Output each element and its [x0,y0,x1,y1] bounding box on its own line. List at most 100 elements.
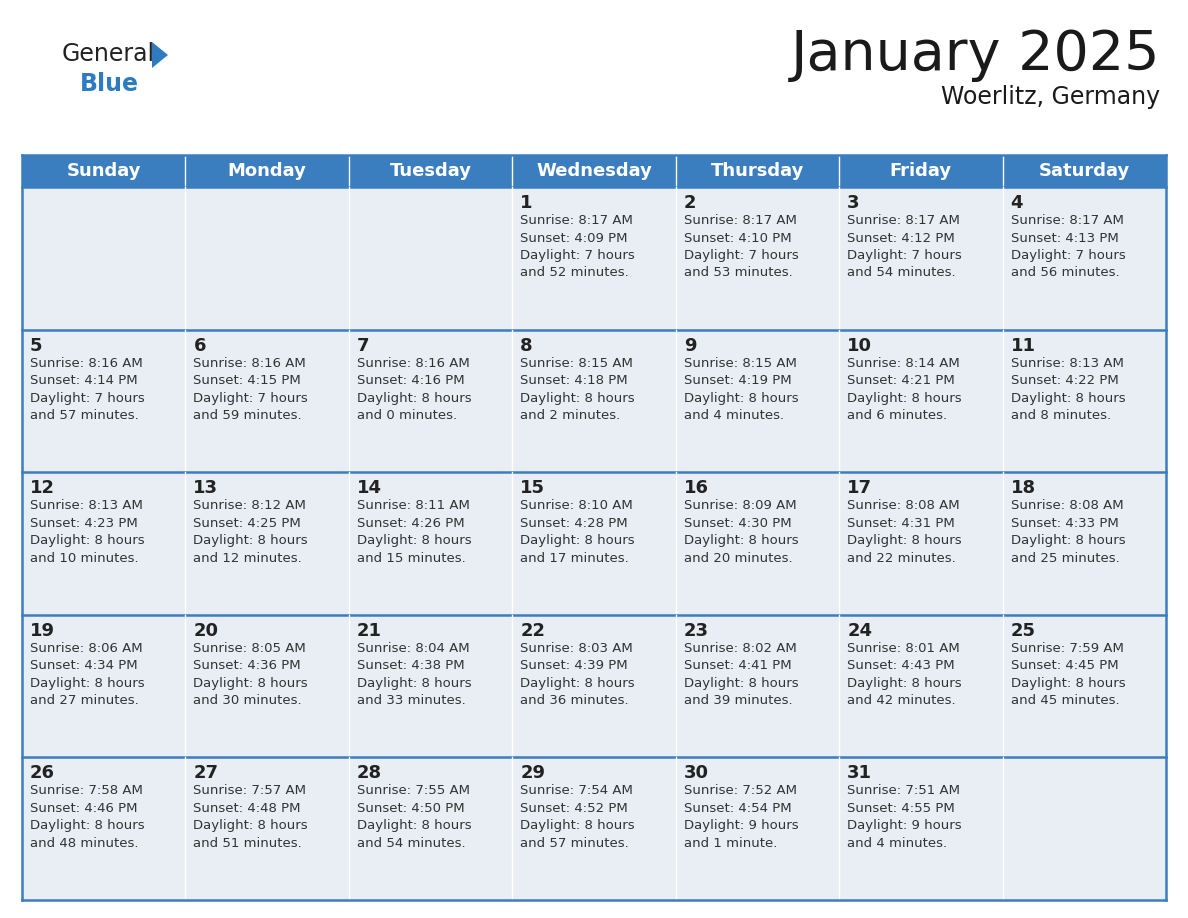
Text: Sunrise: 8:03 AM
Sunset: 4:39 PM
Daylight: 8 hours
and 36 minutes.: Sunrise: 8:03 AM Sunset: 4:39 PM Dayligh… [520,642,634,707]
Text: Sunrise: 8:08 AM
Sunset: 4:33 PM
Daylight: 8 hours
and 25 minutes.: Sunrise: 8:08 AM Sunset: 4:33 PM Dayligh… [1011,499,1125,565]
Text: Sunrise: 8:11 AM
Sunset: 4:26 PM
Daylight: 8 hours
and 15 minutes.: Sunrise: 8:11 AM Sunset: 4:26 PM Dayligh… [356,499,472,565]
Text: 12: 12 [30,479,55,498]
Bar [185,472,349,615]
Text: 21: 21 [356,621,381,640]
Bar [512,155,676,187]
Text: 7: 7 [356,337,369,354]
Text: Sunrise: 8:06 AM
Sunset: 4:34 PM
Daylight: 8 hours
and 27 minutes.: Sunrise: 8:06 AM Sunset: 4:34 PM Dayligh… [30,642,145,707]
Bar [23,187,185,330]
Bar [185,330,349,472]
Text: 15: 15 [520,479,545,498]
Bar [23,472,185,615]
Bar [1003,472,1165,615]
Text: Sunrise: 8:17 AM
Sunset: 4:10 PM
Daylight: 7 hours
and 53 minutes.: Sunrise: 8:17 AM Sunset: 4:10 PM Dayligh… [684,214,798,279]
Text: 25: 25 [1011,621,1036,640]
Text: Thursday: Thursday [710,162,804,180]
Text: Sunrise: 7:59 AM
Sunset: 4:45 PM
Daylight: 8 hours
and 45 minutes.: Sunrise: 7:59 AM Sunset: 4:45 PM Dayligh… [1011,642,1125,707]
Bar [839,155,1003,187]
Text: Monday: Monday [228,162,307,180]
Text: Friday: Friday [890,162,952,180]
Bar [185,187,349,330]
Text: 11: 11 [1011,337,1036,354]
Text: Sunrise: 8:16 AM
Sunset: 4:14 PM
Daylight: 7 hours
and 57 minutes.: Sunrise: 8:16 AM Sunset: 4:14 PM Dayligh… [30,356,145,422]
Text: 8: 8 [520,337,533,354]
Text: 6: 6 [194,337,206,354]
Bar [512,472,676,615]
Text: 3: 3 [847,194,860,212]
Bar [839,330,1003,472]
Text: General: General [62,42,156,66]
Text: Sunrise: 8:10 AM
Sunset: 4:28 PM
Daylight: 8 hours
and 17 minutes.: Sunrise: 8:10 AM Sunset: 4:28 PM Dayligh… [520,499,634,565]
Text: January 2025: January 2025 [790,28,1159,82]
Bar [23,615,185,757]
Text: 16: 16 [684,479,709,498]
Bar [676,155,839,187]
Text: Wednesday: Wednesday [536,162,652,180]
Text: Sunrise: 8:01 AM
Sunset: 4:43 PM
Daylight: 8 hours
and 42 minutes.: Sunrise: 8:01 AM Sunset: 4:43 PM Dayligh… [847,642,962,707]
Bar [676,187,839,330]
Text: Sunrise: 8:17 AM
Sunset: 4:12 PM
Daylight: 7 hours
and 54 minutes.: Sunrise: 8:17 AM Sunset: 4:12 PM Dayligh… [847,214,962,279]
Polygon shape [152,42,168,68]
Text: Sunrise: 8:13 AM
Sunset: 4:22 PM
Daylight: 8 hours
and 8 minutes.: Sunrise: 8:13 AM Sunset: 4:22 PM Dayligh… [1011,356,1125,422]
Bar [1003,757,1165,900]
Text: Sunrise: 7:54 AM
Sunset: 4:52 PM
Daylight: 8 hours
and 57 minutes.: Sunrise: 7:54 AM Sunset: 4:52 PM Dayligh… [520,784,634,850]
Bar [349,187,512,330]
Text: Blue: Blue [80,72,139,96]
Text: Saturday: Saturday [1038,162,1130,180]
Bar [349,757,512,900]
Bar [1003,187,1165,330]
Text: Sunrise: 8:17 AM
Sunset: 4:09 PM
Daylight: 7 hours
and 52 minutes.: Sunrise: 8:17 AM Sunset: 4:09 PM Dayligh… [520,214,636,279]
Text: Sunrise: 7:55 AM
Sunset: 4:50 PM
Daylight: 8 hours
and 54 minutes.: Sunrise: 7:55 AM Sunset: 4:50 PM Dayligh… [356,784,472,850]
Bar [349,155,512,187]
Bar [185,757,349,900]
Text: Sunrise: 7:51 AM
Sunset: 4:55 PM
Daylight: 9 hours
and 4 minutes.: Sunrise: 7:51 AM Sunset: 4:55 PM Dayligh… [847,784,962,850]
Text: 13: 13 [194,479,219,498]
Text: Sunrise: 8:16 AM
Sunset: 4:15 PM
Daylight: 7 hours
and 59 minutes.: Sunrise: 8:16 AM Sunset: 4:15 PM Dayligh… [194,356,308,422]
Text: 18: 18 [1011,479,1036,498]
Text: 29: 29 [520,765,545,782]
Bar [839,615,1003,757]
Bar [349,615,512,757]
Text: Sunrise: 8:15 AM
Sunset: 4:19 PM
Daylight: 8 hours
and 4 minutes.: Sunrise: 8:15 AM Sunset: 4:19 PM Dayligh… [684,356,798,422]
Text: 14: 14 [356,479,381,498]
Bar [349,472,512,615]
Text: 2: 2 [684,194,696,212]
Bar [512,757,676,900]
Text: Sunrise: 7:58 AM
Sunset: 4:46 PM
Daylight: 8 hours
and 48 minutes.: Sunrise: 7:58 AM Sunset: 4:46 PM Dayligh… [30,784,145,850]
Text: Sunrise: 8:16 AM
Sunset: 4:16 PM
Daylight: 8 hours
and 0 minutes.: Sunrise: 8:16 AM Sunset: 4:16 PM Dayligh… [356,356,472,422]
Bar [1003,155,1165,187]
Bar [512,330,676,472]
Text: 17: 17 [847,479,872,498]
Text: 28: 28 [356,765,383,782]
Text: Sunrise: 8:08 AM
Sunset: 4:31 PM
Daylight: 8 hours
and 22 minutes.: Sunrise: 8:08 AM Sunset: 4:31 PM Dayligh… [847,499,962,565]
Text: Sunrise: 8:05 AM
Sunset: 4:36 PM
Daylight: 8 hours
and 30 minutes.: Sunrise: 8:05 AM Sunset: 4:36 PM Dayligh… [194,642,308,707]
Text: 19: 19 [30,621,55,640]
Bar [839,187,1003,330]
Bar [185,615,349,757]
Bar [23,155,185,187]
Bar [676,615,839,757]
Text: Sunrise: 8:02 AM
Sunset: 4:41 PM
Daylight: 8 hours
and 39 minutes.: Sunrise: 8:02 AM Sunset: 4:41 PM Dayligh… [684,642,798,707]
Text: Sunrise: 8:15 AM
Sunset: 4:18 PM
Daylight: 8 hours
and 2 minutes.: Sunrise: 8:15 AM Sunset: 4:18 PM Dayligh… [520,356,634,422]
Bar [23,757,185,900]
Text: Sunday: Sunday [67,162,141,180]
Text: Sunrise: 7:52 AM
Sunset: 4:54 PM
Daylight: 9 hours
and 1 minute.: Sunrise: 7:52 AM Sunset: 4:54 PM Dayligh… [684,784,798,850]
Bar [839,472,1003,615]
Text: 27: 27 [194,765,219,782]
Bar [839,757,1003,900]
Text: Sunrise: 8:17 AM
Sunset: 4:13 PM
Daylight: 7 hours
and 56 minutes.: Sunrise: 8:17 AM Sunset: 4:13 PM Dayligh… [1011,214,1125,279]
Text: 24: 24 [847,621,872,640]
Text: 9: 9 [684,337,696,354]
Bar [676,757,839,900]
Text: Sunrise: 8:13 AM
Sunset: 4:23 PM
Daylight: 8 hours
and 10 minutes.: Sunrise: 8:13 AM Sunset: 4:23 PM Dayligh… [30,499,145,565]
Bar [349,330,512,472]
Text: 1: 1 [520,194,532,212]
Bar [676,330,839,472]
Text: 10: 10 [847,337,872,354]
Text: 31: 31 [847,765,872,782]
Bar [185,155,349,187]
Text: Woerlitz, Germany: Woerlitz, Germany [941,85,1159,109]
Text: 30: 30 [684,765,709,782]
Bar [676,472,839,615]
Text: Sunrise: 8:04 AM
Sunset: 4:38 PM
Daylight: 8 hours
and 33 minutes.: Sunrise: 8:04 AM Sunset: 4:38 PM Dayligh… [356,642,472,707]
